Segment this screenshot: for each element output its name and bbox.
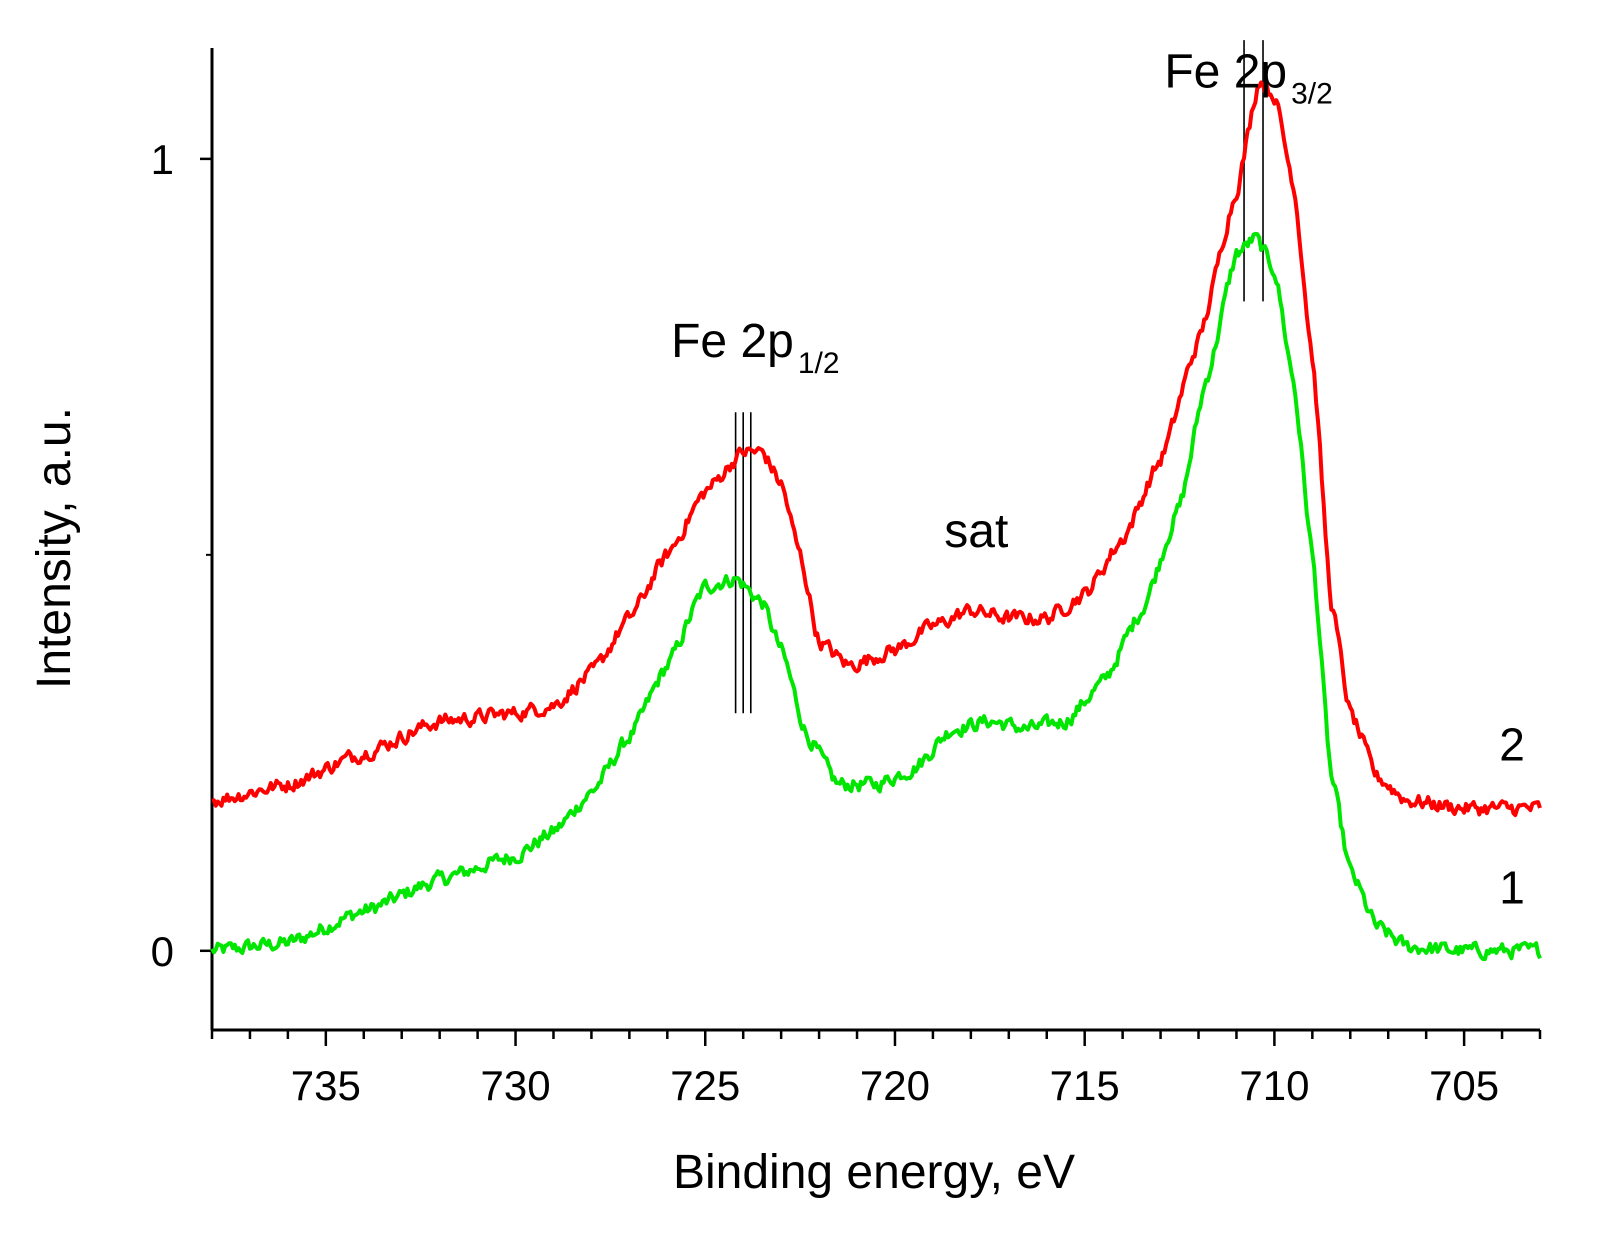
plot-frame xyxy=(210,48,1540,1032)
peak-label-fe2p3-2: Fe 2p 3/2 xyxy=(1164,46,1332,111)
y-tick-label: 1 xyxy=(151,136,174,183)
x-axis-ticks: 735 730 725 720 715 710 705 xyxy=(210,1030,1542,1109)
x-tick-label: 705 xyxy=(1429,1062,1499,1109)
x-tick-label: 725 xyxy=(670,1062,740,1109)
series-labels: 21 xyxy=(1499,719,1525,914)
x-tick-label: 710 xyxy=(1239,1062,1309,1109)
spectrum-line-1 xyxy=(210,231,1542,962)
x-tick-label: 715 xyxy=(1050,1062,1120,1109)
peak-annotations: Fe 2p 1/2 Fe 2p 3/2 sat xyxy=(671,46,1333,558)
y-tick-label: 0 xyxy=(151,928,174,975)
x-tick-label: 735 xyxy=(291,1062,361,1109)
y-axis-ticks: 01 xyxy=(151,136,212,975)
x-axis-title: Binding energy, eV xyxy=(673,1146,1075,1199)
satellite-label: sat xyxy=(944,505,1008,558)
peak-label-fe2p1-2: Fe 2p 1/2 xyxy=(671,315,839,380)
spectrum-line-2 xyxy=(211,80,1542,818)
spectrum-series xyxy=(210,80,1542,962)
y-axis-title: Intensity, a.u. xyxy=(28,407,81,689)
x-tick-label: 730 xyxy=(481,1062,551,1109)
x-tick-label: 720 xyxy=(860,1062,930,1109)
series-label-1: 1 xyxy=(1499,861,1525,913)
series-label-2: 2 xyxy=(1499,719,1525,771)
